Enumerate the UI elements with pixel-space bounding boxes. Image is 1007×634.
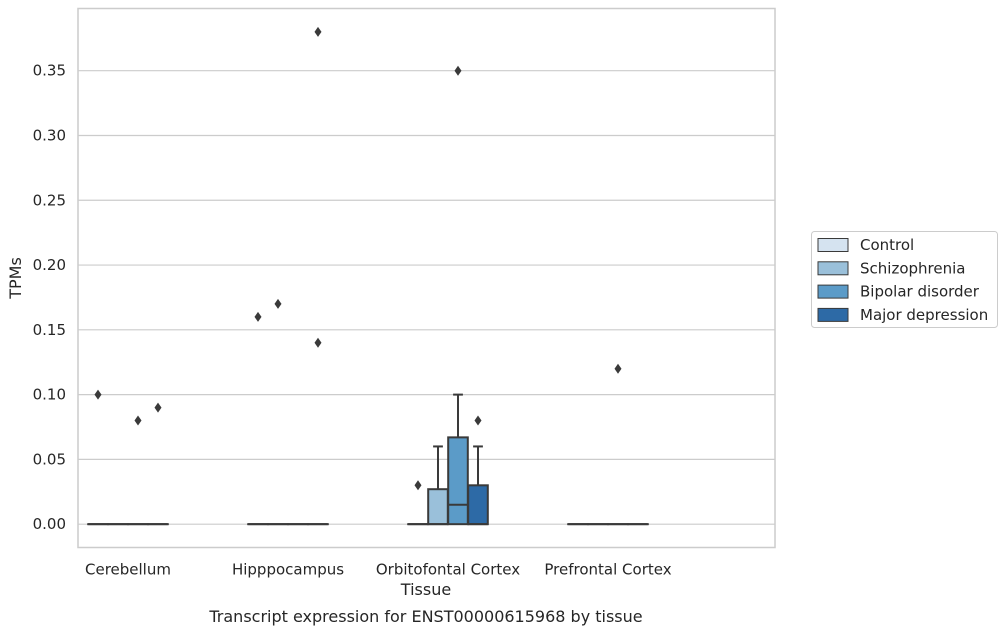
y-tick-label: 0.20: [33, 256, 66, 274]
legend-swatch: [817, 238, 849, 252]
x-tick-label: Cerebellum: [85, 561, 171, 579]
y-axis-label: TPMs: [6, 257, 25, 300]
box-body: [427, 488, 449, 526]
outlier-point: [94, 389, 102, 400]
box-group: [407, 480, 429, 526]
plot-area: [87, 26, 649, 526]
x-axis: Cerebellum Hipppocampus Orbitofontal Corte…: [85, 561, 672, 579]
y-tick-label: 0.25: [33, 191, 66, 209]
y-tick-label: 0.15: [33, 321, 66, 339]
x-tick-label: Prefrontal Cortex: [544, 561, 671, 579]
y-tick-label: 0.05: [33, 450, 66, 468]
outlier-point: [274, 298, 282, 309]
plot-frame: [77, 7, 776, 549]
y-tick-label: 0.35: [33, 62, 66, 80]
box-body: [467, 484, 489, 526]
y-axis: 0.00 0.05 0.10 0.15 0.20 0.25 0.30 0.35: [33, 62, 66, 533]
outlier-point: [154, 402, 162, 413]
outlier-point: [474, 415, 482, 426]
x-tick-label: Hipppocampus: [232, 561, 344, 579]
outlier-point: [254, 311, 262, 322]
y-tick-label: 0.30: [33, 126, 66, 144]
legend-label: Major depression: [860, 306, 988, 324]
y-tick-label: 0.10: [33, 386, 66, 404]
box-group: [247, 311, 269, 526]
box-group: [267, 298, 289, 526]
box-group: [307, 26, 329, 526]
gridlines: [78, 70, 775, 525]
outlier-point: [414, 480, 422, 491]
box-group: [467, 415, 489, 526]
box-group: [427, 445, 449, 526]
legend: Control Schizophrenia Bipolar disorder Majo…: [811, 231, 998, 328]
chart-caption: Transcript expression for ENST0000061596…: [208, 607, 642, 626]
outlier-point: [614, 363, 622, 374]
legend-label: Bipolar disorder: [860, 283, 980, 301]
box-group: [127, 415, 149, 526]
box-group: [87, 389, 109, 526]
legend-swatch: [817, 307, 849, 322]
box-body: [447, 436, 469, 526]
legend-frame: [811, 231, 998, 328]
outlier-point: [454, 65, 462, 76]
box-group: [607, 363, 629, 526]
legend-label: Control: [860, 236, 914, 254]
outlier-point: [134, 415, 142, 426]
box-group: [147, 402, 169, 526]
x-axis-label: Tissue: [400, 580, 451, 599]
x-tick-label: Orbitofontal Cortex: [376, 561, 520, 579]
outlier-point: [314, 26, 322, 37]
outlier-point: [314, 337, 322, 348]
legend-swatch: [817, 284, 849, 299]
y-tick-label: 0.00: [33, 515, 66, 533]
legend-swatch: [817, 261, 849, 276]
legend-label: Schizophrenia: [860, 259, 965, 277]
box-group: [447, 65, 469, 526]
